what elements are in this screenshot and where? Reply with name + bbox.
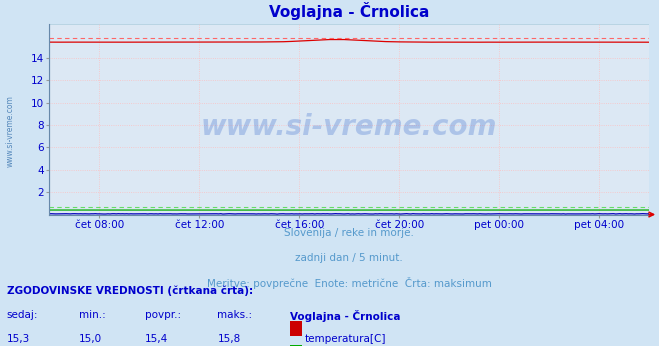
Text: 15,0: 15,0 — [79, 334, 102, 344]
Text: povpr.:: povpr.: — [145, 310, 181, 320]
Text: 15,3: 15,3 — [7, 334, 30, 344]
Text: 15,8: 15,8 — [217, 334, 241, 344]
Text: 15,4: 15,4 — [145, 334, 168, 344]
Text: maks.:: maks.: — [217, 310, 252, 320]
Text: Meritve: povprečne  Enote: metrične  Črta: maksimum: Meritve: povprečne Enote: metrične Črta:… — [207, 277, 492, 289]
Text: Voglajna - Črnolica: Voglajna - Črnolica — [290, 310, 401, 322]
Text: ZGODOVINSKE VREDNOSTI (črtkana črta):: ZGODOVINSKE VREDNOSTI (črtkana črta): — [7, 285, 252, 296]
Text: temperatura[C]: temperatura[C] — [304, 334, 386, 344]
Text: sedaj:: sedaj: — [7, 310, 38, 320]
Text: min.:: min.: — [79, 310, 106, 320]
Text: zadnji dan / 5 minut.: zadnji dan / 5 minut. — [295, 253, 403, 263]
Text: www.si-vreme.com: www.si-vreme.com — [5, 95, 14, 167]
Text: Slovenija / reke in morje.: Slovenija / reke in morje. — [284, 228, 415, 238]
Text: www.si-vreme.com: www.si-vreme.com — [201, 113, 498, 141]
Title: Voglajna - Črnolica: Voglajna - Črnolica — [269, 2, 430, 20]
